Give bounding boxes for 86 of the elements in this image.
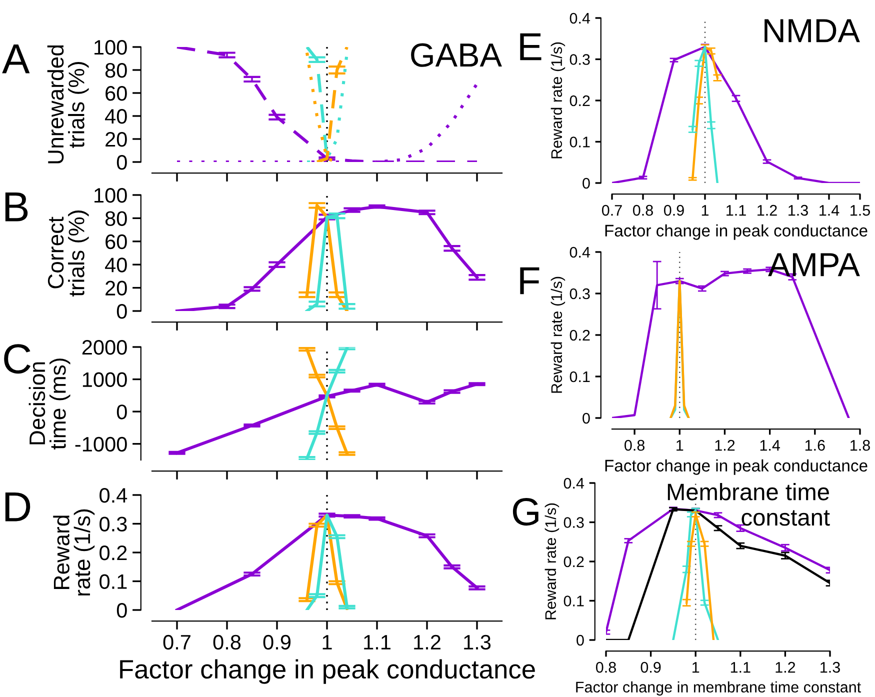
y-tick-label: 0.2 — [564, 556, 584, 568]
y-tick-label: 0.3 — [100, 516, 127, 532]
y-tick-label: 20 — [106, 132, 127, 147]
y-tick-label: 0 — [116, 603, 127, 618]
y-tick-label: 0 — [582, 178, 590, 189]
text: A — [2, 44, 30, 74]
x-tick-label: 0.9 — [640, 662, 661, 673]
y-tick-label: 0 — [582, 412, 590, 424]
y-tick-label: 60 — [106, 86, 127, 101]
text: C — [4, 344, 31, 374]
x-tick-label: 1.2 — [758, 204, 777, 216]
chart-title: GABA — [411, 43, 502, 67]
y-tick-label: 80 — [105, 211, 127, 226]
x-tick-label: 0.9 — [664, 204, 684, 216]
x-tick-label: 1 — [322, 635, 332, 650]
y-tick-label: 0.4 — [100, 488, 128, 503]
y-tick-label: 0.2 — [100, 546, 127, 560]
y-tick-label: 0 — [576, 634, 584, 646]
y-tick-label: 0.4 — [570, 246, 590, 258]
y-tick-label: 2000 — [82, 340, 127, 355]
x-tick-label: 0.9 — [263, 634, 290, 650]
chart-title: Membrane time constant — [668, 483, 830, 526]
x-tick-label: 0.7 — [602, 204, 622, 216]
y-tick-label: 0.2 — [570, 330, 590, 341]
y-tick-label: 0.2 — [570, 95, 590, 106]
x-tick-label: 1.3 — [788, 204, 808, 216]
y-axis-title: Reward rate (1/s) — [550, 42, 566, 158]
x-tick-label: 0.8 — [632, 204, 653, 216]
x-axis-title: Factor change in peak conductance — [605, 224, 868, 240]
y-tick-label: 20 — [106, 280, 127, 296]
text: B — [5, 192, 28, 222]
y-tick-label: 0.3 — [564, 517, 584, 528]
y-tick-label: 100 — [94, 40, 127, 55]
y-axis-title: Reward rate (1/s) — [550, 276, 566, 393]
x-axis-title: Factor change in peak conductance — [605, 459, 868, 475]
text: F — [520, 267, 540, 294]
chart-title: NMDA — [764, 19, 860, 42]
x-tick-label: 1.2 — [715, 440, 735, 451]
y-tick-label: 40 — [105, 258, 127, 272]
x-axis-title: Factor change in membrane time constant — [576, 681, 861, 696]
y-axis-title: Correct trials (%) — [48, 210, 89, 296]
y-tick-label: 0 — [116, 304, 127, 319]
y-tick-label: 100 — [94, 188, 127, 203]
x-tick-label: 1.1 — [726, 205, 746, 216]
y-tick-label: 0.1 — [570, 371, 590, 382]
y-tick-label: 0.4 — [564, 478, 584, 489]
y-tick-label: 1000 — [82, 372, 127, 388]
x-tick-label: 1 — [676, 440, 684, 451]
x-tick-label: 1.5 — [850, 205, 870, 216]
y-tick-label: -1000 — [75, 436, 127, 452]
y-tick-label: 0.1 — [564, 596, 584, 606]
x-tick-label: 1.8 — [850, 440, 870, 451]
y-tick-label: 0 — [116, 404, 127, 420]
x-tick-label: 0.8 — [596, 662, 616, 673]
y-tick-label: 60 — [106, 234, 127, 250]
y-axis-title: Decision time (ms) — [28, 358, 70, 450]
x-tick-label: 0.8 — [213, 634, 241, 650]
x-tick-label: 1.1 — [364, 635, 390, 650]
y-tick-label: 0 — [116, 155, 127, 170]
y-tick-label: 0.1 — [100, 574, 127, 590]
x-axis-title: Factor change in peak conductance — [120, 659, 535, 684]
y-axis-title: Reward rate (1/s) — [53, 509, 95, 596]
x-tick-label: 1 — [702, 205, 709, 216]
chart-title: AMPA — [768, 253, 860, 276]
y-tick-label: 0.3 — [570, 288, 590, 300]
x-tick-label: 1.6 — [805, 440, 825, 451]
y-tick-label: 0.1 — [570, 136, 590, 148]
y-tick-label: 0.3 — [570, 54, 590, 65]
x-tick-label: 1.1 — [730, 662, 750, 673]
y-tick-label: 40 — [105, 109, 127, 124]
x-tick-label: 1 — [692, 662, 700, 673]
text: E — [520, 33, 542, 60]
x-tick-label: 1.3 — [820, 662, 840, 673]
y-axis-title: Unrewarded trials (%) — [47, 45, 89, 164]
x-tick-label: 0.8 — [624, 440, 644, 451]
x-tick-label: 1.2 — [414, 634, 440, 650]
x-tick-label: 1.4 — [760, 440, 780, 451]
x-tick-label: 1.3 — [464, 634, 491, 650]
text: G — [512, 498, 538, 526]
x-tick-label: 0.7 — [163, 634, 190, 650]
x-tick-label: 1.4 — [820, 205, 840, 216]
y-tick-label: 80 — [105, 63, 127, 78]
y-axis-title: Reward rate (1/s) — [544, 503, 560, 620]
text: D — [5, 492, 30, 522]
y-tick-label: 0.4 — [570, 12, 590, 24]
x-tick-label: 1.2 — [776, 662, 796, 673]
